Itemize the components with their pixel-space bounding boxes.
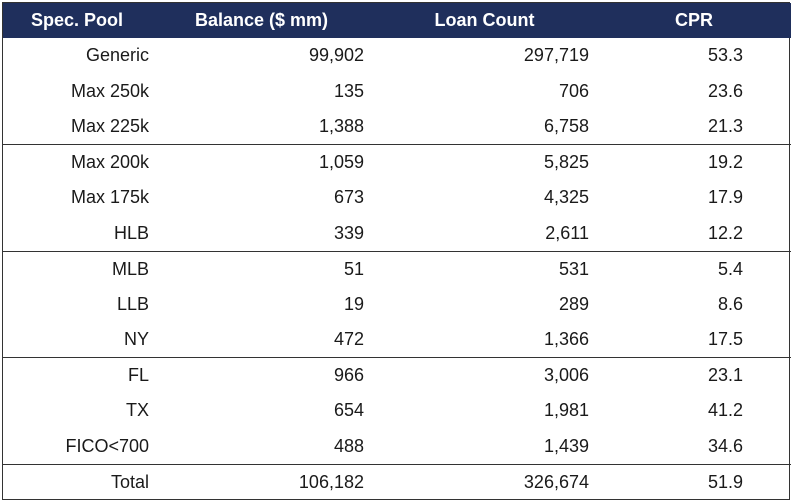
table-row: FL 966 3,006 23.1 [3, 357, 791, 393]
cell-balance: 472 [333, 329, 364, 349]
cell-cpr: 5.4 [597, 250, 791, 287]
cell-balance: 654 [333, 400, 364, 421]
cell-loan-count: 289 [558, 293, 589, 314]
cell-loan-count: 2,611 [545, 222, 589, 243]
total-loan-count: 326,674 [372, 463, 597, 500]
cell-loan-count: 706 [558, 80, 589, 101]
header-balance: Balance ($ mm) [194, 10, 329, 30]
table-row: Max 200k 1,059 5,825 19.2 [3, 144, 791, 180]
cell-balance: 673 [333, 187, 364, 208]
cell-pool: Max 200k [3, 144, 151, 180]
total-label: Total [3, 463, 151, 500]
cell-balance: 488 [333, 435, 364, 456]
cell-cpr: 21.3 [707, 116, 743, 136]
cell-balance: 1,388 [318, 116, 364, 136]
cell-balance: 19 [343, 293, 364, 314]
cell-cpr: 12.2 [707, 222, 743, 243]
cell-loan-count: 531 [372, 250, 597, 287]
cell-pool: Generic [85, 45, 149, 66]
cell-pool: NY [123, 329, 149, 349]
cell-balance: 135 [333, 80, 364, 101]
cell-pool: TX [125, 400, 149, 421]
header-row: Spec. Pool Balance ($ mm) Loan Count CPR [3, 3, 791, 38]
cell-balance: 339 [333, 222, 364, 243]
cell-cpr: 34.6 [707, 435, 743, 456]
cell-pool: Max 225k [70, 116, 149, 136]
cell-loan-count: 4,325 [543, 187, 589, 208]
total-cpr: 51.9 [597, 463, 791, 500]
cell-loan-count: 6,758 [543, 116, 589, 136]
cell-pool: Max 175k [70, 187, 149, 208]
cell-pool: FICO<700 [65, 435, 149, 456]
cell-cpr: 53.3 [707, 45, 743, 66]
cell-cpr: 23.1 [597, 357, 791, 393]
cell-balance: 1,059 [151, 144, 372, 180]
cell-cpr: 19.2 [597, 144, 791, 180]
cell-loan-count: 5,825 [372, 144, 597, 180]
cell-cpr: 17.5 [707, 329, 743, 349]
cell-balance: 51 [151, 250, 372, 287]
cell-balance: 966 [151, 357, 372, 393]
table-row: FICO<700 488 1,439 34.6 [3, 429, 791, 465]
cell-balance: 99,902 [308, 45, 364, 66]
cell-loan-count: 1,981 [543, 400, 589, 421]
data-table: Spec. Pool Balance ($ mm) Loan Count CPR… [3, 3, 791, 500]
cell-pool: Max 250k [70, 80, 149, 101]
cell-cpr: 41.2 [707, 400, 743, 421]
table-row: LLB 19 289 8.6 [3, 287, 791, 323]
table-row: MLB 51 531 5.4 [3, 250, 791, 287]
total-row: Total 106,182 326,674 51.9 [3, 463, 791, 500]
cell-loan-count: 3,006 [372, 357, 597, 393]
header-cpr: CPR [674, 10, 713, 30]
table-row: Max 225k 1,388 6,758 21.3 [3, 109, 791, 145]
header-spec-pool: Spec. Pool [30, 10, 124, 30]
cell-loan-count: 297,719 [523, 45, 589, 66]
cell-pool: LLB [116, 293, 149, 314]
cell-cpr: 17.9 [707, 187, 743, 208]
table-row: Generic 99,902 297,719 53.3 [3, 38, 791, 74]
table-row: Max 250k 135 706 23.6 [3, 74, 791, 110]
table-row: Max 175k 673 4,325 17.9 [3, 180, 791, 216]
cell-cpr: 23.6 [707, 80, 743, 101]
cell-loan-count: 1,439 [543, 435, 589, 456]
table-row: TX 654 1,981 41.2 [3, 393, 791, 429]
cell-loan-count: 1,366 [543, 329, 589, 349]
cell-pool: FL [3, 357, 151, 393]
cell-pool: MLB [3, 250, 151, 287]
header-loan-count: Loan Count [434, 10, 535, 30]
table-row: HLB 339 2,611 12.2 [3, 216, 791, 252]
table-row: NY 472 1,366 17.5 [3, 322, 791, 358]
cell-pool: HLB [113, 222, 149, 243]
cell-cpr: 8.6 [717, 293, 743, 314]
total-balance: 106,182 [151, 463, 372, 500]
